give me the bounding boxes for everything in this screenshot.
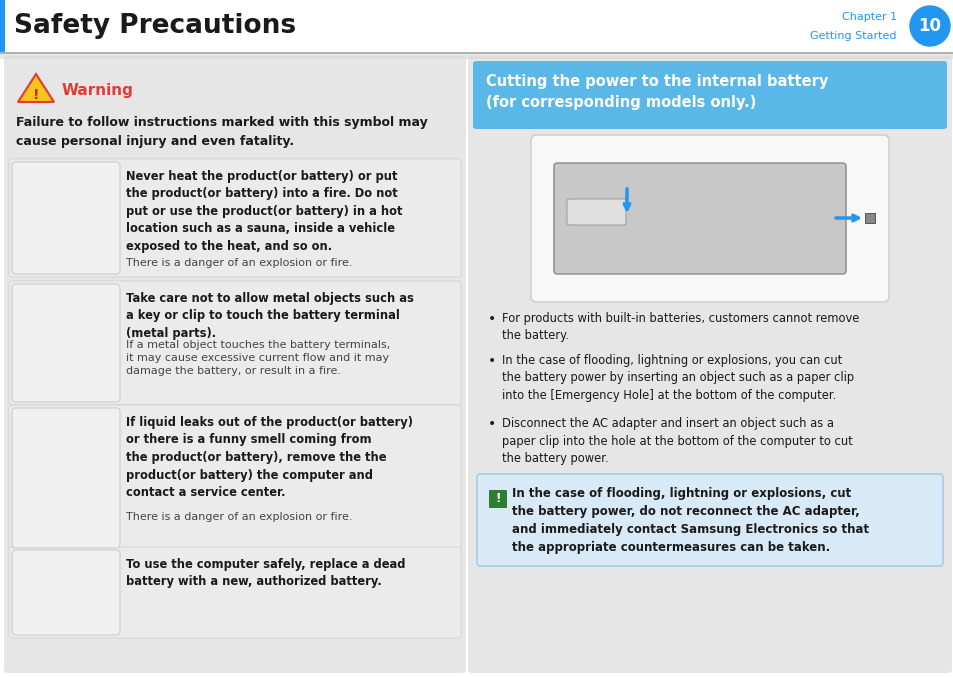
Text: Chapter 1: Chapter 1 bbox=[841, 12, 896, 22]
Bar bbox=[864, 213, 874, 223]
Text: Cutting the power to the internal battery
(for corresponding models only.): Cutting the power to the internal batter… bbox=[485, 74, 827, 110]
Text: Safety Precautions: Safety Precautions bbox=[14, 13, 295, 39]
FancyBboxPatch shape bbox=[468, 56, 951, 673]
FancyBboxPatch shape bbox=[4, 56, 465, 673]
FancyBboxPatch shape bbox=[9, 281, 460, 405]
Bar bbox=[0, 53, 953, 58]
Text: Warning: Warning bbox=[62, 83, 133, 97]
Text: In the case of flooding, lightning or explosions, you can cut
the battery power : In the case of flooding, lightning or ex… bbox=[501, 354, 853, 402]
Text: •: • bbox=[488, 354, 496, 368]
Bar bbox=[0, 52, 953, 53]
FancyBboxPatch shape bbox=[12, 408, 120, 548]
Circle shape bbox=[909, 6, 949, 46]
Text: !: ! bbox=[32, 88, 39, 102]
Text: There is a danger of an explosion or fire.: There is a danger of an explosion or fir… bbox=[126, 512, 352, 522]
FancyBboxPatch shape bbox=[12, 162, 120, 274]
FancyBboxPatch shape bbox=[12, 284, 120, 402]
Bar bbox=[0, 0, 5, 52]
Text: !: ! bbox=[495, 492, 500, 506]
FancyBboxPatch shape bbox=[473, 61, 946, 129]
Text: There is a danger of an explosion or fire.: There is a danger of an explosion or fir… bbox=[126, 258, 352, 268]
FancyBboxPatch shape bbox=[554, 163, 845, 274]
Polygon shape bbox=[18, 74, 54, 102]
Text: For products with built-in batteries, customers cannot remove
the battery.: For products with built-in batteries, cu… bbox=[501, 312, 859, 343]
Text: •: • bbox=[488, 312, 496, 326]
FancyBboxPatch shape bbox=[476, 474, 942, 566]
FancyBboxPatch shape bbox=[489, 490, 506, 508]
FancyBboxPatch shape bbox=[9, 405, 460, 551]
FancyBboxPatch shape bbox=[566, 199, 625, 225]
Text: Never heat the product(or battery) or put
the product(or battery) into a fire. D: Never heat the product(or battery) or pu… bbox=[126, 170, 402, 253]
Text: Disconnect the AC adapter and insert an object such as a
paper clip into the hol: Disconnect the AC adapter and insert an … bbox=[501, 417, 852, 465]
Text: Getting Started: Getting Started bbox=[810, 31, 896, 41]
FancyBboxPatch shape bbox=[9, 159, 460, 277]
Text: If liquid leaks out of the product(or battery)
or there is a funny smell coming : If liquid leaks out of the product(or ba… bbox=[126, 416, 413, 499]
FancyBboxPatch shape bbox=[9, 547, 460, 638]
Text: In the case of flooding, lightning or explosions, cut
the battery power, do not : In the case of flooding, lightning or ex… bbox=[512, 487, 868, 554]
Text: Take care not to allow metal objects such as
a key or clip to touch the battery : Take care not to allow metal objects suc… bbox=[126, 292, 414, 340]
Text: 10: 10 bbox=[918, 17, 941, 35]
Text: •: • bbox=[488, 417, 496, 431]
FancyBboxPatch shape bbox=[531, 135, 888, 302]
Text: Failure to follow instructions marked with this symbol may
cause personal injury: Failure to follow instructions marked wi… bbox=[16, 116, 427, 148]
FancyBboxPatch shape bbox=[12, 550, 120, 635]
Text: If a metal object touches the battery terminals,
it may cause excessive current : If a metal object touches the battery te… bbox=[126, 340, 390, 376]
Text: To use the computer safely, replace a dead
battery with a new, authorized batter: To use the computer safely, replace a de… bbox=[126, 558, 405, 588]
